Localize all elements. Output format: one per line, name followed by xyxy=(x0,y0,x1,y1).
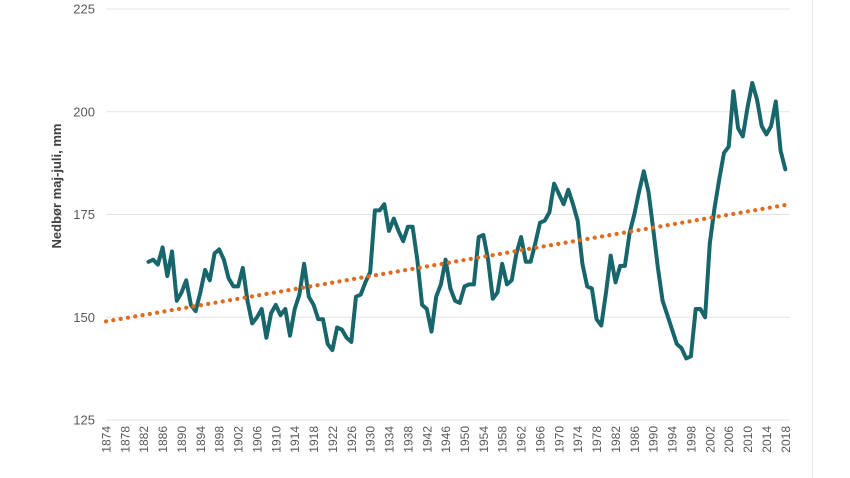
x-tick-label: 1890 xyxy=(175,426,189,453)
x-tick-label: 2018 xyxy=(779,426,793,453)
x-tick-label: 1930 xyxy=(364,426,378,453)
x-tick-label: 1986 xyxy=(628,426,642,453)
x-tick-label: 1910 xyxy=(269,426,283,453)
x-tick-label: 1886 xyxy=(156,426,170,453)
x-tick-label: 1982 xyxy=(609,426,623,453)
x-tick-label: 1978 xyxy=(590,426,604,453)
x-tick-label: 1990 xyxy=(647,426,661,453)
x-tick-label: 1974 xyxy=(571,426,585,453)
x-tick-label: 2002 xyxy=(703,426,717,453)
x-tick-label: 1906 xyxy=(250,426,264,453)
x-tick-label: 1894 xyxy=(194,426,208,453)
x-tick-label: 1962 xyxy=(515,426,529,453)
x-tick-label: 1950 xyxy=(458,426,472,453)
y-tick-label: 200 xyxy=(73,104,95,119)
x-tick-label: 1874 xyxy=(100,426,114,453)
x-tick-label: 1970 xyxy=(552,426,566,453)
x-tick-label: 1994 xyxy=(666,426,680,453)
x-tick-label: 1918 xyxy=(307,426,321,453)
precipitation-line xyxy=(146,81,788,361)
gridlines xyxy=(106,8,790,421)
x-tick-label: 1898 xyxy=(213,426,227,453)
y-tick-label: 175 xyxy=(73,207,95,222)
x-tick-label: 1966 xyxy=(533,426,547,453)
trend-line xyxy=(103,202,793,324)
series-lines xyxy=(103,81,793,361)
y-tick-label: 150 xyxy=(73,310,95,325)
x-tick-label: 1878 xyxy=(118,426,132,453)
x-tick-label: 1942 xyxy=(420,426,434,453)
y-axis-label: Nedbør maj-juli, mm xyxy=(49,124,64,249)
x-tick-label: 2014 xyxy=(760,426,774,453)
x-tick-label: 1882 xyxy=(137,426,151,453)
x-tick-label: 1998 xyxy=(684,426,698,453)
x-tick-label: 1922 xyxy=(326,426,340,453)
x-tick-label: 1954 xyxy=(477,426,491,453)
x-tick-label: 1958 xyxy=(496,426,510,453)
x-tick-label: 1934 xyxy=(383,426,397,453)
y-tick-label: 225 xyxy=(73,2,95,17)
y-tick-label: 125 xyxy=(73,413,95,428)
x-tick-label: 1946 xyxy=(439,426,453,453)
x-tick-labels: 1874 1878 1882 1886 1890 1894 1898 1902 1906 1910… xyxy=(100,426,793,453)
x-tick-label: 1926 xyxy=(345,426,359,453)
x-tick-label: 1914 xyxy=(288,426,302,453)
y-tick-labels: 125 150 175 200 225 xyxy=(73,2,95,428)
right-border-line xyxy=(812,0,813,478)
x-tick-label: 1938 xyxy=(401,426,415,453)
x-tick-label: 2010 xyxy=(741,426,755,453)
x-tick-label: 2006 xyxy=(722,426,736,453)
x-tick-label: 1902 xyxy=(232,426,246,453)
